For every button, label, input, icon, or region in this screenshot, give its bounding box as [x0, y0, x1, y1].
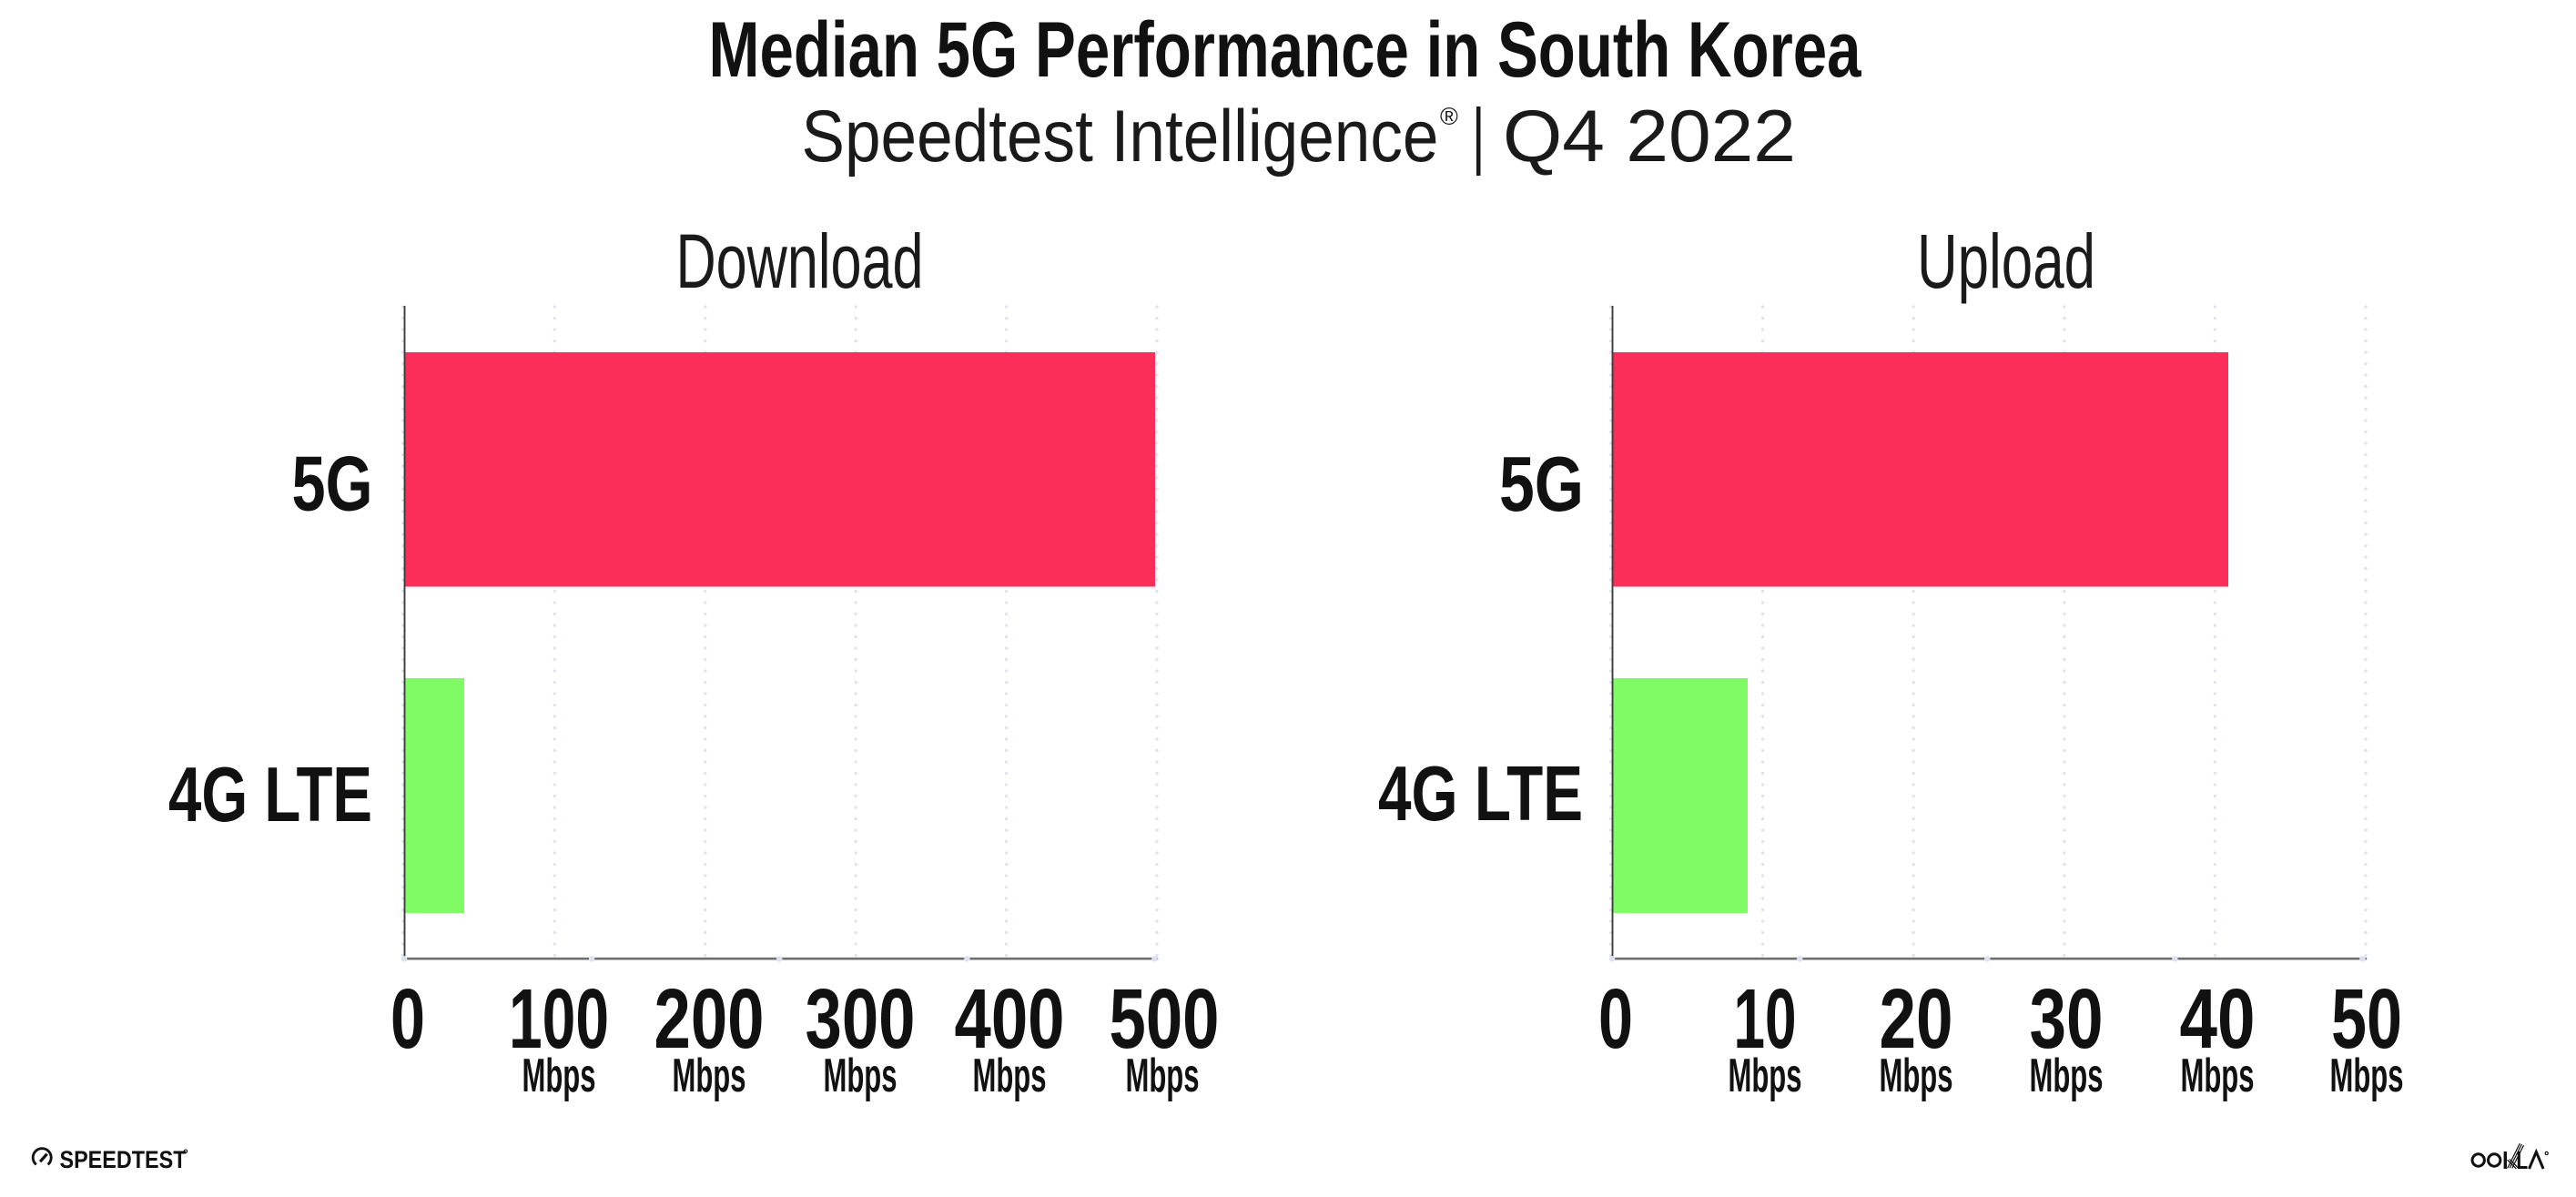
- svg-text:0: 0: [390, 971, 425, 1066]
- svg-text:200: 200: [654, 971, 765, 1066]
- svg-text:SPEEDTEST: SPEEDTEST: [60, 1146, 187, 1173]
- svg-text:500: 500: [1110, 971, 1220, 1066]
- svg-text:100: 100: [509, 971, 609, 1066]
- svg-text:4G LTE: 4G LTE: [168, 752, 372, 838]
- svg-text:Mbps: Mbps: [2330, 1050, 2404, 1102]
- svg-text:Q4 2022: Q4 2022: [1503, 96, 1796, 178]
- svg-text:Mbps: Mbps: [2030, 1050, 2104, 1102]
- svg-text:Mbps: Mbps: [1126, 1050, 1200, 1102]
- svg-text:4G LTE: 4G LTE: [1378, 751, 1583, 837]
- svg-text:400: 400: [955, 971, 1065, 1066]
- svg-text:30: 30: [2030, 971, 2104, 1066]
- svg-text:5G: 5G: [1499, 441, 1584, 528]
- svg-text:Upload: Upload: [1917, 218, 2095, 304]
- svg-text:Median 5G Performance in South: Median 5G Performance in South Korea: [709, 6, 1862, 94]
- svg-text:300: 300: [806, 971, 916, 1066]
- svg-text:®: ®: [1440, 103, 1458, 130]
- svg-text:Mbps: Mbps: [2181, 1050, 2255, 1102]
- svg-text:5G: 5G: [292, 441, 373, 528]
- svg-text:Mbps: Mbps: [522, 1050, 596, 1102]
- svg-text:0: 0: [1598, 971, 1633, 1066]
- svg-text:50: 50: [2331, 971, 2402, 1066]
- svg-text:Mbps: Mbps: [1880, 1050, 1953, 1102]
- svg-text:Speedtest Intelligence: Speedtest Intelligence: [802, 96, 1439, 178]
- svg-text:Mbps: Mbps: [824, 1050, 898, 1102]
- svg-text:10: 10: [1734, 971, 1797, 1066]
- svg-text:Mbps: Mbps: [673, 1050, 746, 1102]
- svg-text:20: 20: [1880, 971, 1953, 1066]
- svg-text:40: 40: [2180, 971, 2256, 1066]
- svg-text:Mbps: Mbps: [973, 1050, 1047, 1102]
- svg-text:Mbps: Mbps: [1729, 1050, 1802, 1102]
- svg-text:Download: Download: [676, 218, 924, 304]
